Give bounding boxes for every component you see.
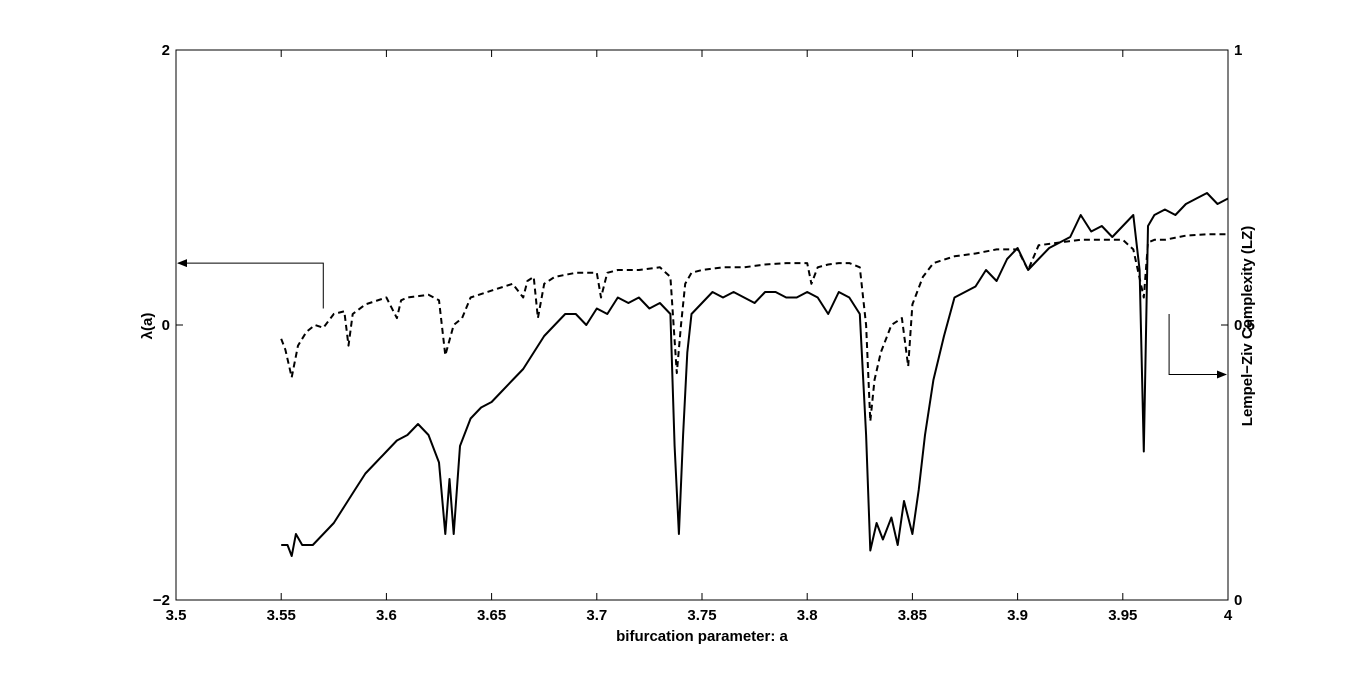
x-axis-label: bifurcation parameter: a (616, 628, 788, 645)
y-axis-left-label: λ(a) (139, 313, 156, 340)
x-tick-label: 3.95 (1108, 607, 1137, 624)
left-axis-arrow (177, 259, 324, 309)
series-layer (280, 192, 1229, 557)
x-tick-label: 3.7 (586, 607, 607, 624)
y-right-tick-label: 1 (1234, 42, 1242, 59)
plot-area-border (175, 49, 1229, 601)
x-tick-label: 4 (1224, 607, 1233, 624)
x-tick-label: 3.6 (376, 607, 397, 624)
x-tick-label: 3.8 (797, 607, 818, 624)
ticks-layer: 3.5 3.55 3.6 3.65 3.7 3.75 3.8 3.85 3.9 3.95 4 −2 0 2… (153, 42, 1255, 624)
x-tick-label: 3.55 (267, 607, 296, 624)
series-lambda-dashed-line (280, 233, 1228, 423)
x-tick-label: 3.65 (477, 607, 506, 624)
y-right-tick-label: 0 (1234, 592, 1242, 609)
x-tick-label: 3.85 (898, 607, 927, 624)
right-axis-arrow (1168, 314, 1227, 379)
y-left-tick-label: 0 (162, 317, 170, 334)
y-axis-right-label: Lempel−Ziv Complexity (LZ) (1239, 226, 1256, 426)
x-tick-label: 3.5 (166, 607, 187, 624)
x-tick-label: 3.75 (687, 607, 716, 624)
x-tick-label: 3.9 (1007, 607, 1028, 624)
y-left-tick-label: 2 (162, 42, 170, 59)
y-left-tick-label: −2 (153, 592, 170, 609)
annotation-arrows (177, 259, 1227, 379)
series-lz-solid-line (281, 192, 1229, 557)
y-right-tick-label: 0.5 (1234, 317, 1255, 334)
plot-frame (175, 49, 1229, 601)
